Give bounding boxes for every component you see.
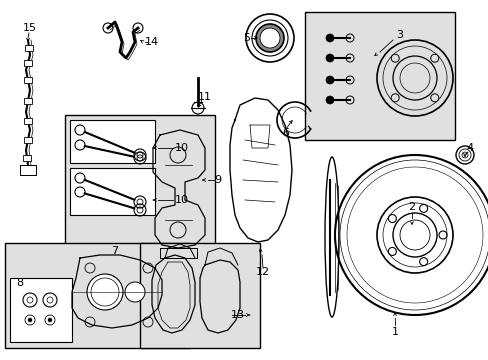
Text: 11: 11 — [198, 92, 212, 102]
Circle shape — [260, 28, 280, 48]
Bar — [70, 168, 155, 215]
Circle shape — [256, 24, 284, 52]
Circle shape — [325, 34, 333, 42]
Text: 7: 7 — [111, 246, 118, 256]
Bar — [10, 278, 72, 342]
Text: 6: 6 — [282, 128, 289, 138]
Bar — [24, 77, 32, 83]
Text: 10: 10 — [175, 195, 189, 205]
Circle shape — [75, 140, 85, 150]
Text: 1: 1 — [391, 327, 398, 337]
Text: 5: 5 — [243, 33, 250, 43]
Bar — [24, 118, 32, 124]
Bar — [24, 137, 32, 143]
Text: 4: 4 — [466, 143, 472, 153]
Text: 9: 9 — [214, 175, 221, 185]
Text: 12: 12 — [255, 267, 269, 277]
Text: 15: 15 — [23, 23, 37, 33]
Text: 13: 13 — [230, 310, 244, 320]
Circle shape — [325, 96, 333, 104]
Circle shape — [325, 76, 333, 84]
Bar — [140, 243, 260, 348]
Circle shape — [48, 318, 52, 322]
Bar — [5, 243, 190, 348]
Bar — [23, 154, 31, 161]
Circle shape — [75, 187, 85, 197]
Circle shape — [28, 318, 32, 322]
Text: 8: 8 — [17, 278, 23, 288]
Circle shape — [87, 274, 123, 310]
Circle shape — [325, 54, 333, 62]
Bar — [24, 59, 32, 66]
Bar — [24, 98, 32, 104]
Bar — [25, 45, 33, 50]
Circle shape — [43, 293, 57, 307]
Text: 10: 10 — [175, 143, 189, 153]
Text: 2: 2 — [407, 202, 415, 212]
Bar — [305, 12, 454, 140]
Bar — [70, 120, 155, 163]
Circle shape — [125, 282, 145, 302]
Bar — [65, 115, 215, 255]
Circle shape — [75, 173, 85, 183]
Circle shape — [75, 125, 85, 135]
Text: 3: 3 — [396, 30, 403, 40]
Circle shape — [23, 293, 37, 307]
Circle shape — [461, 152, 467, 158]
Text: 14: 14 — [144, 37, 159, 47]
